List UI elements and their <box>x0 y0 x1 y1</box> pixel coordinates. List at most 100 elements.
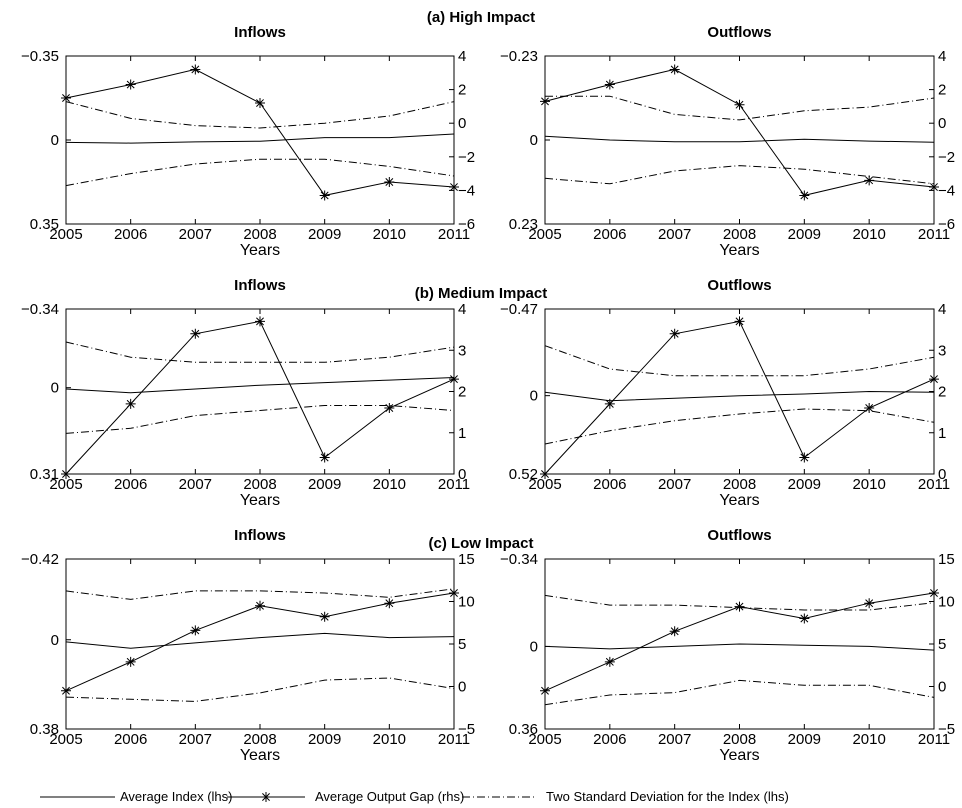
panel-title: Outflows <box>707 527 771 544</box>
x-tick-label: 2008 <box>723 476 756 493</box>
two-std-dev-line <box>545 95 935 121</box>
x-tick-label: 2005 <box>49 731 82 748</box>
x-tick-label: 2009 <box>308 731 341 748</box>
y-right-tick-label: 0 <box>458 466 466 483</box>
section-title: (a) High Impact <box>427 9 535 26</box>
legend-star-marker <box>261 792 271 802</box>
average-index-line <box>65 632 455 649</box>
two-std-dev-line <box>544 345 935 377</box>
output-gap-marker <box>540 96 550 107</box>
y-right-tick-label: −5 <box>938 721 955 738</box>
y-right-tick-label: 15 <box>458 551 475 568</box>
panel-title: Outflows <box>707 24 771 41</box>
two-std-dev-line <box>544 165 935 185</box>
x-tick-label: 2006 <box>593 476 626 493</box>
x-axis-label: Years <box>240 492 280 509</box>
y-right-tick-label: −4 <box>938 182 955 199</box>
output-gap-marker <box>61 685 71 696</box>
output-gap-marker <box>864 403 875 413</box>
y-right-tick-label: 0 <box>458 679 466 696</box>
legend-label-average-output-gap: Average Output Gap (rhs) <box>315 789 464 804</box>
output-gap-marker <box>255 600 265 611</box>
output-gap-marker <box>929 182 939 193</box>
y-right-tick-label: 0 <box>938 466 946 483</box>
panel-title: Inflows <box>234 24 286 41</box>
output-gap-marker <box>669 626 680 637</box>
y-right-tick-label: 1 <box>458 425 466 442</box>
y-left-tick-label: 0.52 <box>509 466 538 483</box>
y-right-tick-label: 2 <box>938 384 946 401</box>
y-left-tick-label: 0 <box>530 638 538 655</box>
x-tick-label: 2008 <box>243 226 276 243</box>
y-left-tick-label: 0 <box>530 388 538 405</box>
y-right-tick-label: 4 <box>938 48 946 65</box>
output-gap-marker <box>540 685 550 696</box>
y-left-tick-label: 0 <box>51 380 59 397</box>
x-axis-label: Years <box>240 242 280 259</box>
output-gap-marker <box>255 316 265 327</box>
y-right-tick-label: 1 <box>938 425 946 442</box>
output-gap-marker <box>384 177 395 187</box>
x-tick-label: 2006 <box>114 226 147 243</box>
x-tick-label: 2010 <box>373 226 406 243</box>
plot-frame <box>65 308 455 475</box>
legend: Average Index (lhs) Average Output Gap (… <box>40 789 789 804</box>
y-left-tick-label: −0.42 <box>21 551 59 568</box>
x-tick-label: 2011 <box>918 476 950 493</box>
x-tick-label: 2011 <box>918 226 950 243</box>
output-gap-marker <box>384 598 395 609</box>
x-tick-label: 2007 <box>179 731 212 748</box>
x-tick-label: 2007 <box>658 731 691 748</box>
x-tick-label: 2007 <box>658 226 691 243</box>
x-tick-label: 2005 <box>49 226 82 243</box>
output-gap-marker <box>125 656 136 667</box>
two-std-dev-line <box>65 341 455 363</box>
x-tick-label: 2005 <box>528 226 561 243</box>
x-tick-label: 2008 <box>243 731 276 748</box>
two-std-dev-line <box>544 679 935 706</box>
output-gap-marker <box>734 601 745 612</box>
x-tick-label: 2010 <box>373 731 406 748</box>
x-tick-label: 2009 <box>788 226 821 243</box>
x-tick-label: 2011 <box>438 476 470 493</box>
x-tick-label: 2009 <box>308 226 341 243</box>
y-left-tick-label: 0 <box>530 132 538 149</box>
average-index-line <box>544 390 935 402</box>
x-axis-label: Years <box>719 242 759 259</box>
x-tick-label: 2007 <box>658 476 691 493</box>
chart-panel-2: Outflows 2005 2006 2007 2008 2009 2010 2011 Year… <box>500 24 955 259</box>
plot-frame <box>65 55 455 225</box>
two-std-dev-line <box>65 588 455 600</box>
y-right-tick-label: 2 <box>458 82 466 99</box>
output-gap-marker <box>864 598 875 609</box>
output-gap-marker <box>864 175 875 186</box>
output-gap-marker <box>669 328 680 339</box>
y-right-tick-label: 10 <box>938 594 955 611</box>
chart-panel-6: Outflows 2005 2006 2007 2008 2009 2010 2011 Year… <box>500 527 955 764</box>
y-right-tick-label: 0 <box>938 679 946 696</box>
x-tick-label: 2005 <box>528 476 561 493</box>
y-right-tick-label: 5 <box>938 636 946 653</box>
y-right-tick-label: −5 <box>458 721 475 738</box>
output-gap-marker <box>929 374 939 385</box>
output-gap-marker <box>669 64 680 75</box>
two-std-dev-line <box>544 594 935 611</box>
y-left-tick-label: −0.47 <box>500 301 538 318</box>
y-right-tick-label: −2 <box>938 149 955 166</box>
output-gap-marker <box>449 374 459 385</box>
y-right-tick-label: 4 <box>938 301 946 318</box>
y-left-tick-label: −0.35 <box>21 48 59 65</box>
x-tick-label: 2006 <box>114 476 147 493</box>
x-tick-label: 2009 <box>308 476 341 493</box>
output-gap-line <box>544 320 935 475</box>
output-gap-marker <box>319 190 330 201</box>
x-tick-label: 2010 <box>852 476 885 493</box>
two-std-dev-line <box>544 408 935 445</box>
output-gap-marker <box>449 182 459 193</box>
legend-label-average-index: Average Index (lhs) <box>120 789 233 804</box>
output-gap-marker <box>799 452 810 463</box>
two-std-dev-line <box>65 677 455 702</box>
